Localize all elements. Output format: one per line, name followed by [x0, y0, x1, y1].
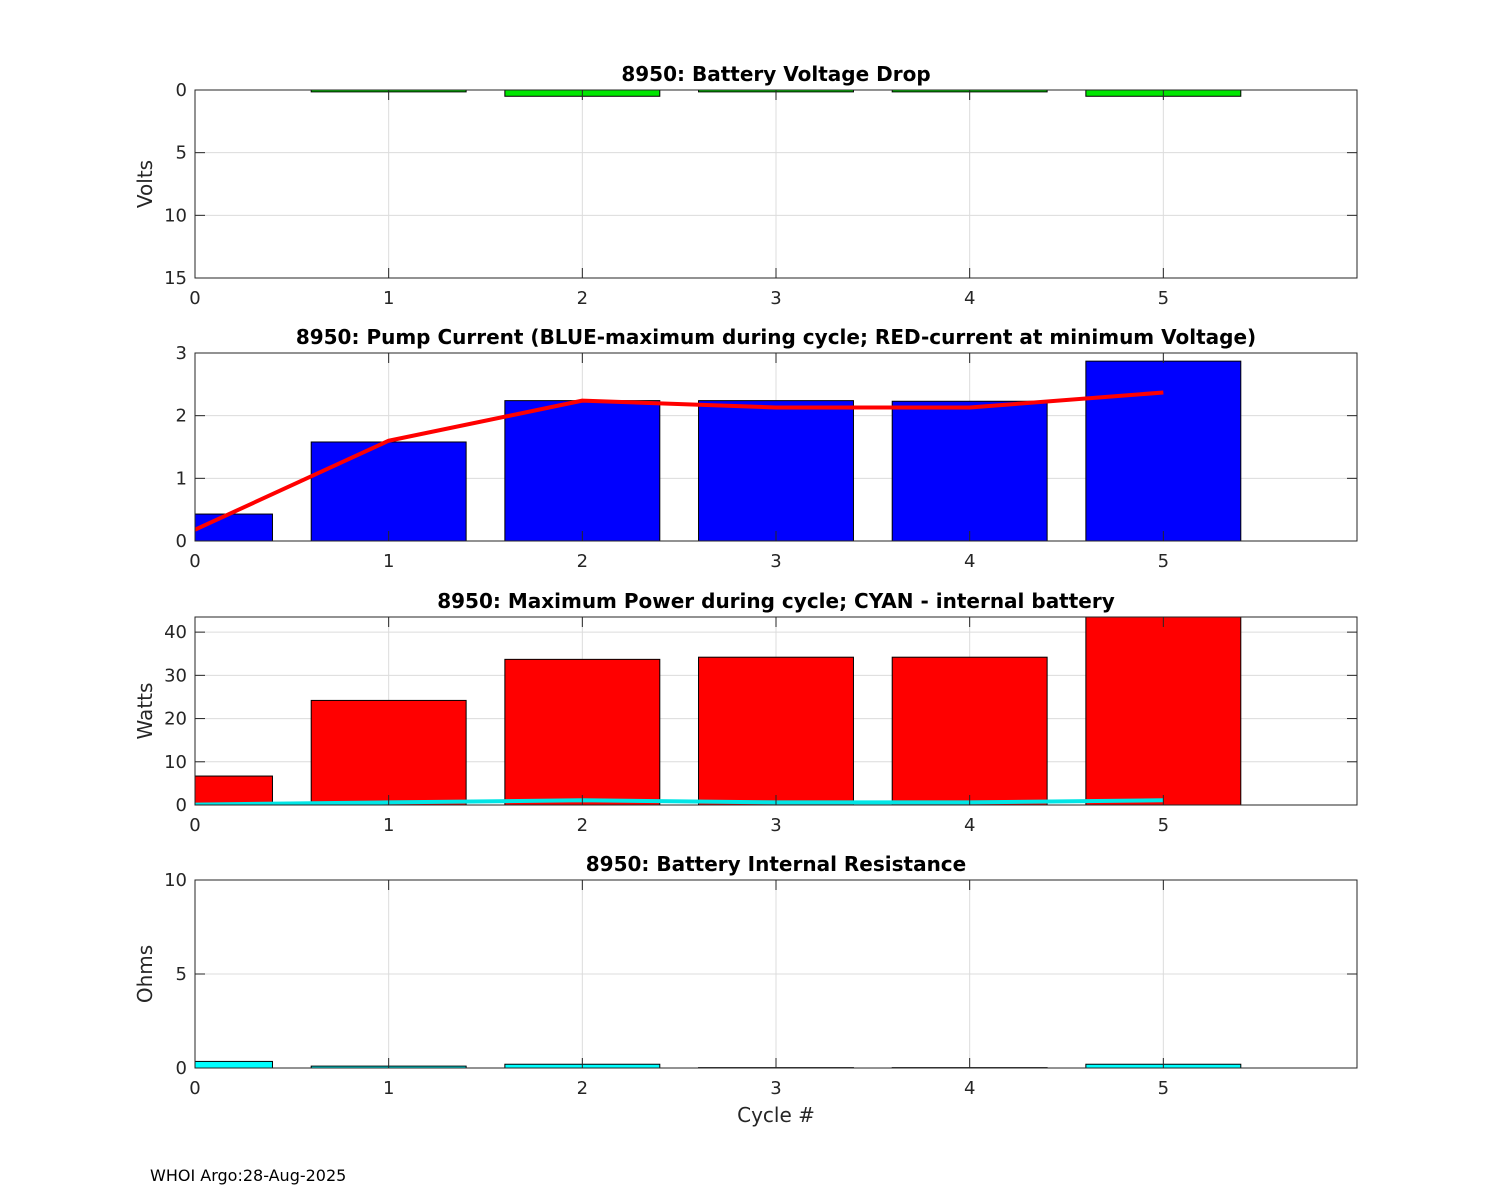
y-tick-label: 5: [176, 964, 187, 985]
bar: [310, 699, 467, 805]
footer-credit: WHOI Argo:28-Aug-2025: [150, 1166, 347, 1185]
x-tick-label: 2: [577, 1078, 588, 1099]
bar: [195, 513, 273, 541]
y-tick-label: 20: [164, 709, 187, 730]
y-tick-label: 0: [176, 1058, 187, 1079]
y-tick-label: 15: [164, 268, 187, 289]
x-tick-label: 5: [1158, 815, 1169, 836]
y-tick-label: 0: [176, 80, 187, 101]
x-tick-label: 4: [964, 815, 975, 836]
x-tick-label: 1: [383, 288, 394, 309]
y-tick-label: 0: [176, 795, 187, 816]
chart-panel-1: 0 1 2 3 4 5 0 5 10 15 8950: Battery Voltage Drop Vo…: [133, 62, 1358, 309]
series-line: [195, 390, 1164, 532]
x-tick-label: 3: [770, 288, 781, 309]
x-tick-label: 4: [964, 1078, 975, 1099]
bar: [504, 400, 661, 541]
x-tick-label: 4: [964, 551, 975, 572]
y-axis-label: Watts: [133, 683, 157, 740]
y-tick-label: 10: [164, 752, 187, 773]
chart-title: 8950: Pump Current (BLUE-maximum during …: [296, 325, 1256, 349]
bars: [195, 617, 1242, 805]
y-tick-label: 3: [176, 343, 187, 364]
x-tick-label: 1: [383, 1078, 394, 1099]
y-tick-label: 0: [176, 531, 187, 552]
y-tick-label: 30: [164, 665, 187, 686]
x-tick-label: 2: [577, 815, 588, 836]
y-tick-label: 1: [176, 468, 187, 489]
y-tick-label: 5: [176, 143, 187, 164]
y-axis-label: Volts: [133, 160, 157, 208]
x-tick-label: 1: [383, 815, 394, 836]
y-tick-label: 10: [164, 205, 187, 226]
x-tick-label: 0: [189, 551, 200, 572]
x-tick-label: 3: [770, 551, 781, 572]
y-tick-label: 10: [164, 870, 187, 891]
bar: [310, 441, 467, 541]
bar: [891, 400, 1048, 541]
x-tick-label: 0: [189, 815, 200, 836]
bar: [698, 400, 854, 541]
bar: [195, 775, 273, 805]
x-tick-label: 5: [1158, 551, 1169, 572]
chart-panel-2: 0 1 2 3 4 5 0 1 2 3 8950: Pump Current (BLUE-maxim…: [176, 325, 1358, 572]
x-tick-label: 4: [964, 288, 975, 309]
x-tick-label: 2: [577, 551, 588, 572]
chart-panel-3: 0 1 2 3 4 5 0 10 20 30 40 8950: Maximum Power durin…: [133, 589, 1358, 836]
x-tick-label: 5: [1158, 288, 1169, 309]
x-tick-label: 0: [189, 288, 200, 309]
bar: [1085, 360, 1242, 541]
y-tick-label: 40: [164, 622, 187, 643]
x-tick-label: 0: [189, 1078, 200, 1099]
bar: [891, 656, 1048, 805]
x-tick-label: 1: [383, 551, 394, 572]
x-tick-label: 5: [1158, 1078, 1169, 1099]
chart-title: 8950: Battery Voltage Drop: [621, 62, 930, 86]
bar: [1085, 617, 1242, 805]
x-axis-label: Cycle #: [737, 1103, 815, 1127]
bar: [698, 656, 854, 805]
y-tick-label: 2: [176, 406, 187, 427]
chart-title: 8950: Battery Internal Resistance: [586, 852, 966, 876]
bar: [504, 658, 661, 805]
bars: [195, 360, 1242, 541]
x-tick-label: 3: [770, 1078, 781, 1099]
y-axis-label: Ohms: [133, 945, 157, 1003]
x-tick-label: 2: [577, 288, 588, 309]
series-line: [195, 798, 1164, 805]
x-tick-label: 3: [770, 815, 781, 836]
chart-panel-4: 0 1 2 3 4 5 0 5 10 8950: Battery Internal Resista…: [133, 852, 1358, 1127]
chart-title: 8950: Maximum Power during cycle; CYAN -…: [437, 589, 1115, 613]
bar: [195, 1060, 273, 1068]
